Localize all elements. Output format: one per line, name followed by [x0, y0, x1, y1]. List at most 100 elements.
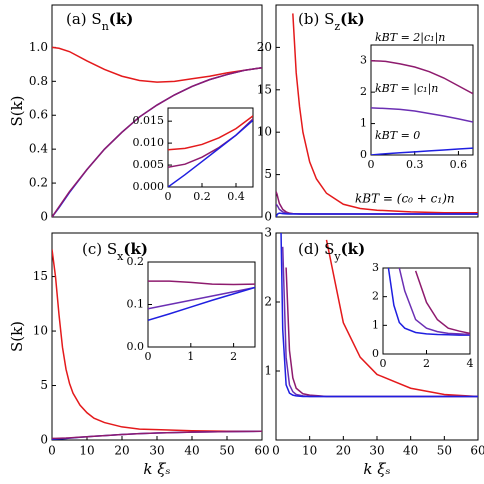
curve	[387, 268, 470, 336]
x-tick-label: 1	[187, 350, 194, 363]
title-text: (d) S	[298, 240, 334, 258]
curve	[148, 280, 255, 286]
x-tick-label: 10	[79, 443, 94, 457]
x-tick-label: 0	[272, 443, 280, 457]
x-tick-label: 50	[219, 443, 234, 457]
curve	[414, 270, 470, 335]
y-tick-label: 0.0	[127, 340, 145, 353]
curve	[371, 147, 473, 155]
y-tick-label: 0	[264, 210, 272, 224]
y-tick-label: 3	[264, 226, 272, 240]
y-tick-label: 1	[360, 117, 367, 130]
curve	[168, 115, 253, 151]
plot-frame	[370, 44, 474, 156]
x-tick-label: 2	[230, 350, 237, 363]
y-tick-label: 10	[257, 125, 272, 139]
y-tick-label: 3	[360, 54, 367, 67]
curve	[148, 286, 255, 310]
x-tick-label: 30	[369, 443, 384, 457]
title-text: (a) S	[66, 10, 102, 28]
y-tick-label: 1	[372, 318, 379, 331]
plot-frame	[147, 261, 256, 348]
x-tick-label: 40	[403, 443, 418, 457]
panel-title: (b) Sz(k)	[298, 10, 365, 33]
y-tick-label: 15	[33, 269, 48, 283]
y-axis-label: S(k)	[8, 321, 26, 352]
x-tick-label: 0	[380, 357, 387, 370]
y-tick-label: 10	[33, 324, 48, 338]
x-axis-label: k ξₛ	[363, 460, 390, 478]
curve	[52, 46, 262, 83]
y-tick-label: 0.4	[29, 142, 48, 156]
y-tick-label: 0.6	[29, 108, 48, 122]
title-sub: n	[102, 20, 109, 33]
title-sub: z	[334, 20, 340, 33]
x-tick-label: 20	[336, 443, 351, 457]
y-tick-label: 0	[40, 433, 48, 447]
curve	[325, 239, 478, 398]
title-sub: x	[117, 250, 124, 263]
title-tail: (k)	[123, 240, 148, 258]
y-tick-label: 5	[40, 378, 48, 392]
title-text: (b) S	[298, 10, 334, 28]
title-tail: (k)	[340, 10, 365, 28]
x-tick-label: 60	[470, 443, 484, 457]
y-tick-label: 0	[372, 347, 379, 360]
y-tick-label: 2	[372, 290, 379, 303]
x-tick-label: 0.3	[406, 158, 424, 171]
x-tick-label: 0	[145, 350, 152, 363]
y-tick-label: 0	[360, 148, 367, 161]
y-tick-label: 0.010	[133, 136, 165, 149]
curve	[148, 286, 255, 321]
x-tick-label: 4	[467, 357, 474, 370]
panel-title: (c) Sx(k)	[82, 240, 148, 263]
y-axis-label: S(k)	[8, 95, 26, 126]
x-tick-label: 0.6	[450, 158, 468, 171]
x-tick-label: 20	[114, 443, 129, 457]
plot-frame	[382, 267, 471, 355]
x-tick-label: 0.2	[193, 190, 211, 203]
y-tick-label: 0.005	[133, 158, 165, 171]
curve	[52, 430, 262, 440]
x-tick-label: 0.4	[227, 190, 245, 203]
y-tick-label: 20	[257, 40, 272, 54]
y-tick-label: 5	[264, 167, 272, 181]
annotation: kBT = 2|c₁|n	[375, 31, 445, 45]
y-tick-label: 1	[264, 364, 272, 378]
title-tail: (k)	[109, 10, 134, 28]
y-tick-label: 0.2	[29, 176, 48, 190]
x-tick-label: 30	[149, 443, 164, 457]
x-tick-label: 0	[165, 190, 172, 203]
title-tail: (k)	[341, 240, 366, 258]
y-tick-label: 0.2	[127, 255, 145, 268]
y-tick-label: 0.8	[29, 74, 48, 88]
y-tick-label: 0.1	[127, 298, 145, 311]
title-sub: y	[333, 250, 341, 263]
curve	[371, 59, 473, 95]
x-axis-label: k ξₛ	[143, 460, 170, 478]
x-tick-label: 50	[437, 443, 452, 457]
curve	[280, 233, 478, 398]
y-tick-label: 15	[257, 82, 272, 96]
curve	[276, 212, 478, 217]
y-tick-label: 0	[40, 210, 48, 224]
panel-title: (d) Sy(k)	[298, 240, 365, 263]
y-tick-label: 3	[372, 261, 379, 274]
x-tick-label: 2	[423, 357, 430, 370]
x-tick-label: 40	[184, 443, 199, 457]
annotation: kBT = 0	[375, 129, 420, 142]
curve	[52, 67, 262, 217]
annotation: kBT = |c₁|n	[375, 82, 438, 96]
curve	[292, 13, 478, 214]
curve	[371, 107, 473, 123]
x-tick-label: 10	[302, 443, 317, 457]
title-text: (c) S	[82, 240, 117, 258]
plot-frame	[167, 107, 254, 188]
annotation: kBT = (c₀ + c₁)n	[355, 192, 455, 206]
y-tick-label: 0.000	[133, 180, 165, 193]
x-tick-label: 60	[254, 443, 269, 457]
x-tick-label: 0	[368, 158, 375, 171]
y-tick-label: 1.0	[29, 40, 48, 54]
panel-title: (a) Sn(k)	[66, 10, 133, 33]
x-tick-label: 0	[48, 443, 56, 457]
